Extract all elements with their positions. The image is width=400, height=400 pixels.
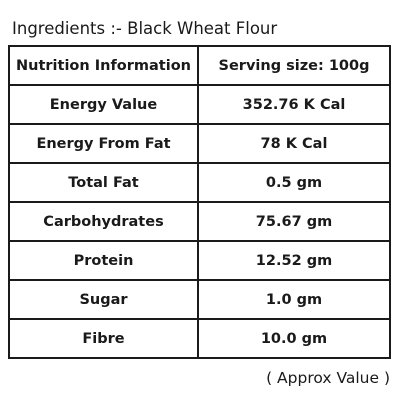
table-row: Fibre 10.0 gm bbox=[10, 318, 389, 357]
table-row: Energy Value 352.76 K Cal bbox=[10, 84, 389, 123]
nutrient-value: 1.0 gm bbox=[265, 291, 323, 308]
nutrient-name: Carbohydrates bbox=[10, 203, 199, 240]
ingredients-label: Ingredients :- bbox=[12, 19, 122, 38]
nutrient-value: 10.0 gm bbox=[260, 330, 328, 347]
table-row: Protein 12.52 gm bbox=[10, 240, 389, 279]
ingredients-line: Ingredients :- Black Wheat Flour bbox=[12, 19, 277, 39]
nutrient-name: Protein bbox=[10, 242, 199, 279]
header-serving-size: Serving size: 100g bbox=[218, 57, 370, 74]
header-nutrition-information: Nutrition Information bbox=[10, 47, 199, 84]
table-row: Total Fat 0.5 gm bbox=[10, 162, 389, 201]
nutrition-table: Nutrition Information Serving size: 100g… bbox=[8, 45, 391, 359]
ingredients-value: Black Wheat Flour bbox=[127, 19, 278, 38]
nutrient-value: 12.52 gm bbox=[255, 252, 333, 269]
nutrient-value: 352.76 K Cal bbox=[242, 96, 346, 113]
nutrient-name: Sugar bbox=[10, 281, 199, 318]
nutrient-name: Energy From Fat bbox=[10, 125, 199, 162]
nutrient-value: 0.5 gm bbox=[265, 174, 323, 191]
nutrient-value: 75.67 gm bbox=[255, 213, 333, 230]
table-header-row: Nutrition Information Serving size: 100g bbox=[10, 47, 389, 84]
approx-value-note: ( Approx Value ) bbox=[266, 369, 390, 387]
nutrient-name: Energy Value bbox=[10, 86, 199, 123]
nutrient-value: 78 K Cal bbox=[260, 135, 328, 152]
table-row: Sugar 1.0 gm bbox=[10, 279, 389, 318]
table-row: Carbohydrates 75.67 gm bbox=[10, 201, 389, 240]
table-row: Energy From Fat 78 K Cal bbox=[10, 123, 389, 162]
nutrient-name: Total Fat bbox=[10, 164, 199, 201]
nutrient-name: Fibre bbox=[10, 320, 199, 357]
